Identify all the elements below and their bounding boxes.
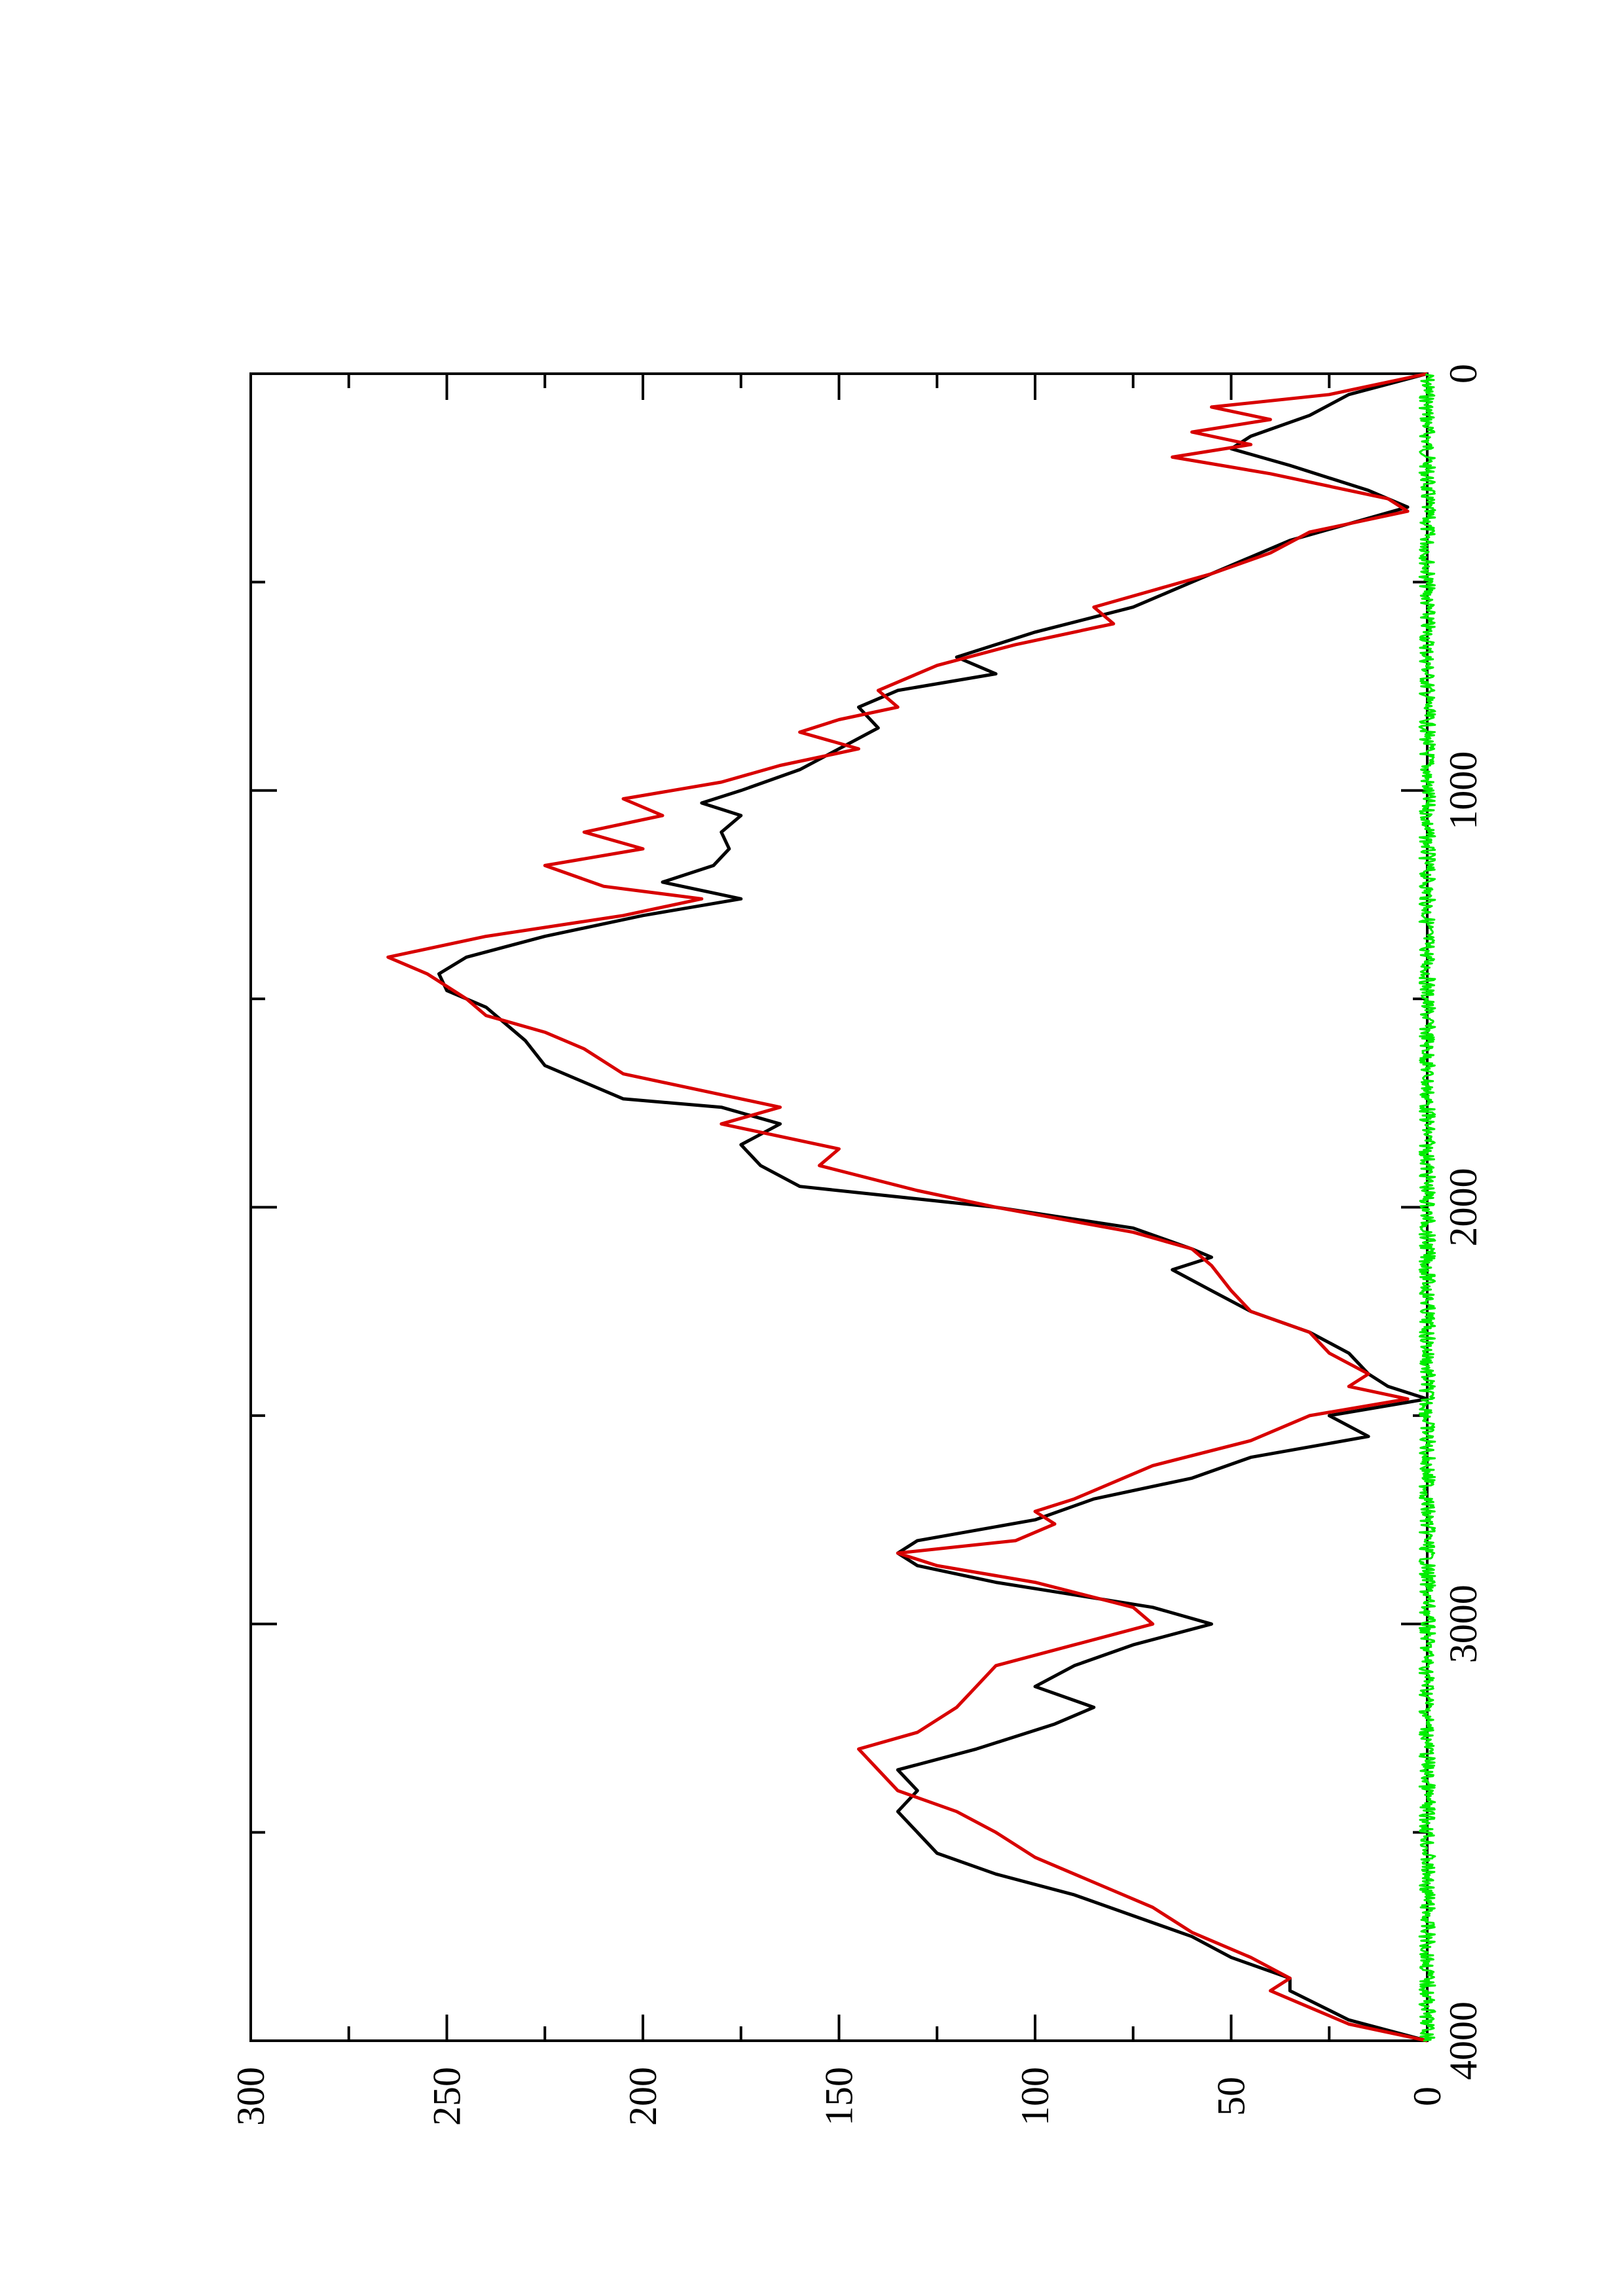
axis-ticks — [249, 372, 1429, 2042]
x-tick-label: 1000 — [1442, 751, 1485, 830]
series-line-2 — [1418, 372, 1436, 2042]
y-tick-label: 0 — [1406, 2087, 1449, 2106]
y-tick-label: 150 — [818, 2067, 861, 2126]
y-tick-label: 200 — [621, 2067, 665, 2126]
series-group — [386, 372, 1436, 2043]
plot-frame — [249, 372, 1429, 2042]
x-tick-label: 4000 — [1442, 2001, 1485, 2080]
x-tick-label: 3000 — [1442, 1585, 1485, 1663]
axis-tick-labels: 0 1000 2000 3000 4000 0 50 100 150 200 250 300 — [229, 364, 1485, 2126]
y-tick-label: 300 — [229, 2067, 272, 2126]
x-tick-label: 0 — [1442, 364, 1485, 384]
y-tick-label: 100 — [1013, 2067, 1057, 2126]
series-line-1 — [386, 372, 1428, 2043]
x-tick-label: 2000 — [1442, 1168, 1485, 1247]
series-line-0 — [437, 372, 1429, 2043]
y-tick-label: 50 — [1210, 2077, 1253, 2116]
y-tick-label: 250 — [426, 2067, 469, 2126]
